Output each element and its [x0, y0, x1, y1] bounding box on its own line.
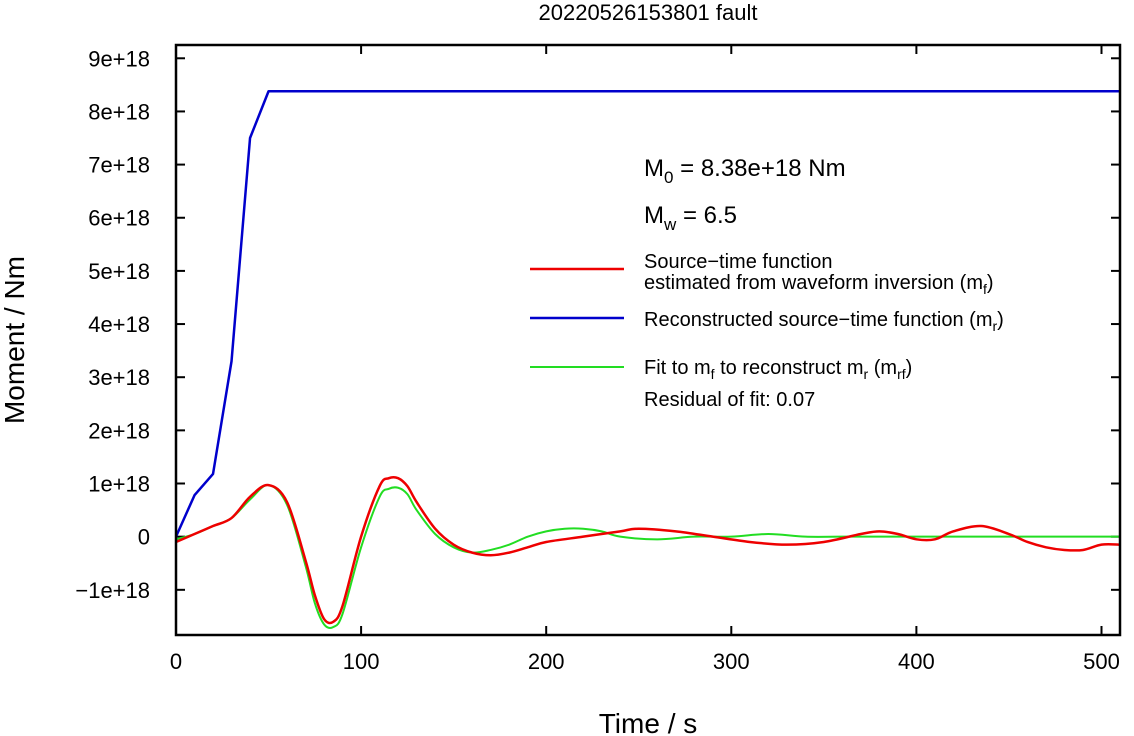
- y-axis-label: Moment / Nm: [0, 256, 30, 424]
- y-axis-ticks: −1e+18 0 1e+18 2e+18 3e+18 4e+18 5e+18 6e+18 7e+…: [75, 46, 1120, 603]
- x-tick-label: 0: [170, 649, 182, 674]
- y-tick-label: 9e+18: [88, 46, 150, 71]
- legend-label-reconstructed: Reconstructed source−time function (mr): [644, 309, 1004, 334]
- y-tick-label: 0: [138, 525, 150, 550]
- y-tick-label: 2e+18: [88, 418, 150, 443]
- y-tick-label: 5e+18: [88, 259, 150, 284]
- moment-magnitude-annotation: Mw = 6.5: [644, 202, 737, 234]
- y-tick-label: 6e+18: [88, 206, 150, 231]
- series-layer: [176, 89, 1120, 630]
- y-tick-label: 7e+18: [88, 153, 150, 178]
- chart-title: 20220526153801 fault: [539, 0, 758, 25]
- plot-frame: [174, 43, 1122, 637]
- residual-annotation: Residual of fit: 0.07: [644, 389, 815, 411]
- x-tick-label: 300: [713, 649, 750, 674]
- y-tick-label: 1e+18: [88, 472, 150, 497]
- y-tick-label: −1e+18: [75, 578, 150, 603]
- x-tick-label: 500: [1083, 649, 1120, 674]
- x-tick-label: 400: [898, 649, 935, 674]
- y-tick-label: 3e+18: [88, 365, 150, 390]
- y-tick-label: 4e+18: [88, 312, 150, 337]
- series-line-source-time-function: [176, 475, 1120, 625]
- series-line-fit: [176, 484, 1120, 630]
- legend: Source−time function estimated from wave…: [530, 251, 1004, 411]
- x-axis-label: Time / s: [599, 708, 698, 736]
- x-tick-label: 200: [528, 649, 565, 674]
- legend-label-source-time-function-line2: estimated from waveform inversion (mf): [644, 272, 994, 297]
- x-tick-label: 100: [343, 649, 380, 674]
- seismic-moment-annotation: M0 = 8.38e+18 Nm: [644, 155, 846, 187]
- series-line-reconstructed: [176, 89, 1120, 538]
- legend-label-fit: Fit to mf to reconstruct mr (mrf): [644, 357, 912, 382]
- x-axis-ticks: 0 100 200 300 400 500: [170, 45, 1120, 674]
- legend-label-source-time-function-line1: Source−time function: [644, 251, 832, 273]
- y-tick-label: 8e+18: [88, 99, 150, 124]
